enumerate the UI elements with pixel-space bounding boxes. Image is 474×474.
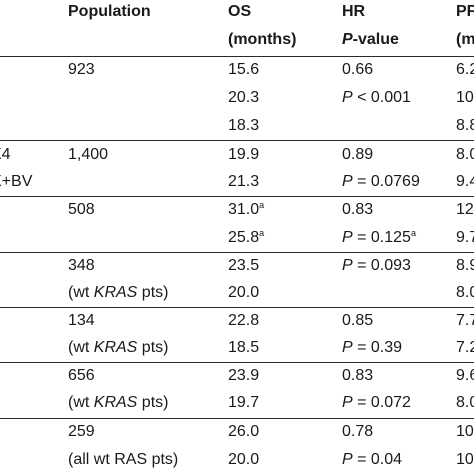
p-value-cell: P = 0.0769: [342, 173, 420, 190]
hr-cell: 0.83: [342, 367, 374, 384]
p-value-cell: P = 0.39: [342, 339, 403, 356]
os-cell: 20.3: [228, 89, 260, 106]
pfs-cell: 10: [456, 423, 474, 440]
p-value-cell: P = 0.072: [342, 394, 411, 411]
pfs-cell: 10: [456, 451, 474, 468]
p-value-cell: P = 0.04: [342, 451, 403, 468]
row-rule: [0, 140, 474, 141]
os-cell: 18.5: [228, 339, 260, 356]
header-hr: HR: [342, 3, 366, 20]
p-value-cell: P = 0.125a: [342, 228, 416, 247]
row-rule: [0, 362, 474, 363]
population-cell: (wt KRAS pts): [68, 339, 169, 356]
pfs-cell: 9.6: [456, 367, 474, 384]
pfs-cell: 8.8: [456, 117, 474, 134]
pfs-cell: 7.2: [456, 339, 474, 356]
hr-cell: 0.66: [342, 61, 374, 78]
os-cell: 23.9: [228, 367, 260, 384]
row-rule: [0, 418, 474, 419]
population-cell: (wt KRAS pts): [68, 394, 169, 411]
hr-cell: 0.78: [342, 423, 374, 440]
os-cell: 15.6: [228, 61, 260, 78]
os-cell: 19.9: [228, 146, 260, 163]
os-cell: 26.0: [228, 423, 260, 440]
header-pfs: PF: [456, 3, 474, 20]
pfs-cell: 9.7: [456, 229, 474, 246]
os-cell: 22.8: [228, 312, 260, 329]
os-cell: 21.3: [228, 173, 260, 190]
header-os-unit: (months): [228, 31, 297, 48]
pfs-cell: 8.0: [456, 394, 474, 411]
header-os: OS: [228, 3, 252, 20]
pfs-cell: 8.0: [456, 146, 474, 163]
pfs-cell: 8.9: [456, 257, 474, 274]
population-cell: 1,400: [68, 146, 109, 163]
os-cell: 31.0a: [228, 200, 265, 219]
p-value-cell: P = 0.093: [342, 257, 411, 274]
header-population: Population: [68, 3, 151, 20]
pfs-cell: 9.4: [456, 173, 474, 190]
pfs-cell: 12: [456, 201, 474, 218]
row-rule: [0, 307, 474, 308]
population-cell: (all wt RAS pts): [68, 451, 179, 468]
os-cell: 23.5: [228, 257, 260, 274]
pfs-cell: 10: [456, 89, 474, 106]
population-cell: 923: [68, 61, 95, 78]
os-cell: 25.8a: [228, 228, 265, 247]
header-rule: [0, 56, 474, 57]
hr-cell: 0.89: [342, 146, 374, 163]
os-cell: 20.0: [228, 451, 260, 468]
hr-cell: 0.83: [342, 201, 374, 218]
population-cell: 656: [68, 367, 95, 384]
os-cell: 18.3: [228, 117, 260, 134]
header-pfs-unit: (m: [456, 31, 474, 48]
population-cell: (wt KRAS pts): [68, 284, 169, 301]
pfs-cell: 7.7: [456, 312, 474, 329]
row-rule: [0, 196, 474, 197]
pfs-cell: 8.0: [456, 284, 474, 301]
population-cell: 508: [68, 201, 95, 218]
population-cell: 259: [68, 423, 95, 440]
header-p-value: P-value: [342, 31, 399, 48]
population-cell: 134: [68, 312, 95, 329]
arm-cell: X+BV: [0, 173, 33, 190]
hr-cell: 0.85: [342, 312, 374, 329]
population-cell: 348: [68, 257, 95, 274]
os-cell: 20.0: [228, 284, 260, 301]
arm-cell: X4: [0, 146, 11, 163]
os-cell: 19.7: [228, 394, 260, 411]
row-rule: [0, 252, 474, 253]
pfs-cell: 6.2: [456, 61, 474, 78]
p-value-cell: P < 0.001: [342, 89, 411, 106]
